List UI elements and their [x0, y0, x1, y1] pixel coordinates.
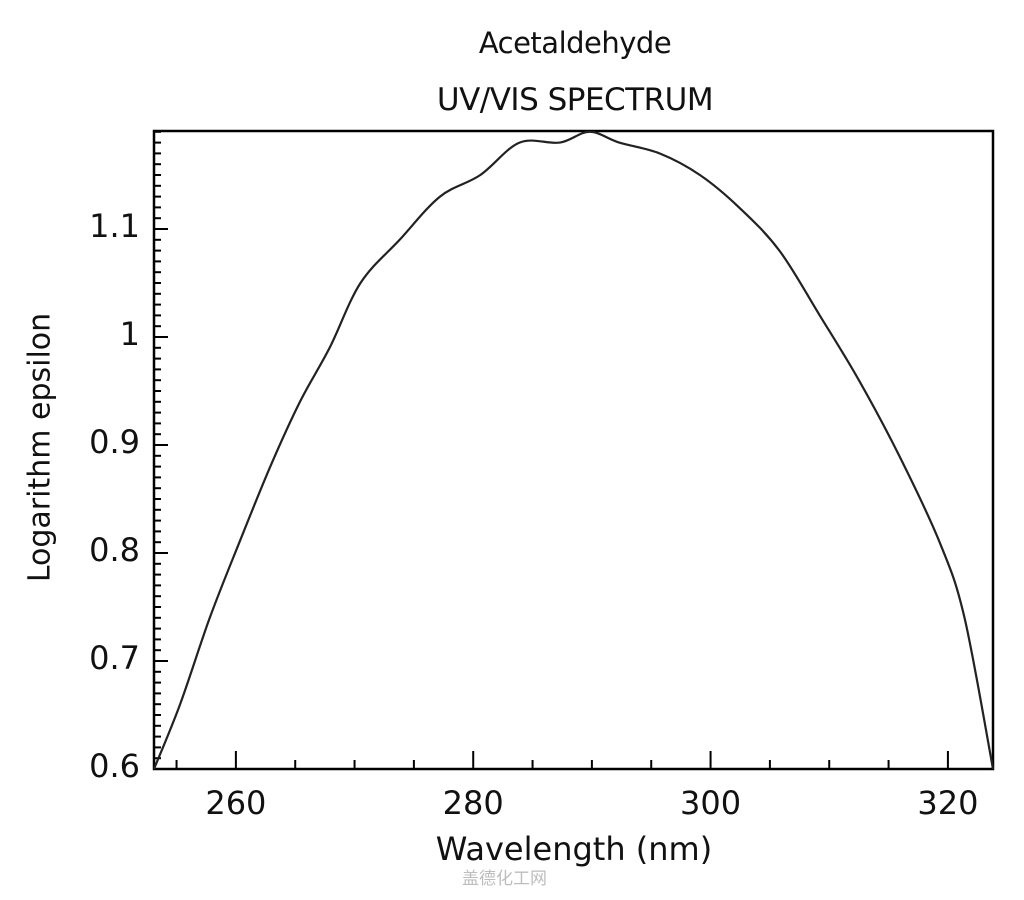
spectrum-line — [152, 130, 995, 770]
x-tick-label: 300 — [680, 784, 742, 822]
y-tick-label: 1 — [119, 315, 140, 353]
x-axis-label: Wavelength (nm) — [435, 830, 713, 868]
y-tick-label: 0.7 — [89, 639, 140, 677]
x-tick-label: 280 — [442, 784, 504, 822]
chart-subtitle: UV/VIS SPECTRUM — [436, 82, 714, 118]
y-tick-label: 1.1 — [89, 207, 140, 245]
watermark: 盖德化工网 — [462, 869, 547, 889]
y-tick-label: 0.8 — [89, 531, 140, 569]
plot-frame — [152, 129, 995, 771]
chart-title: Acetaldehyde — [478, 26, 672, 60]
y-tick-label: 0.6 — [89, 747, 140, 785]
x-tick-label: 260 — [205, 784, 267, 822]
x-tick-label: 320 — [917, 784, 979, 822]
y-tick-label: 0.9 — [89, 423, 140, 461]
